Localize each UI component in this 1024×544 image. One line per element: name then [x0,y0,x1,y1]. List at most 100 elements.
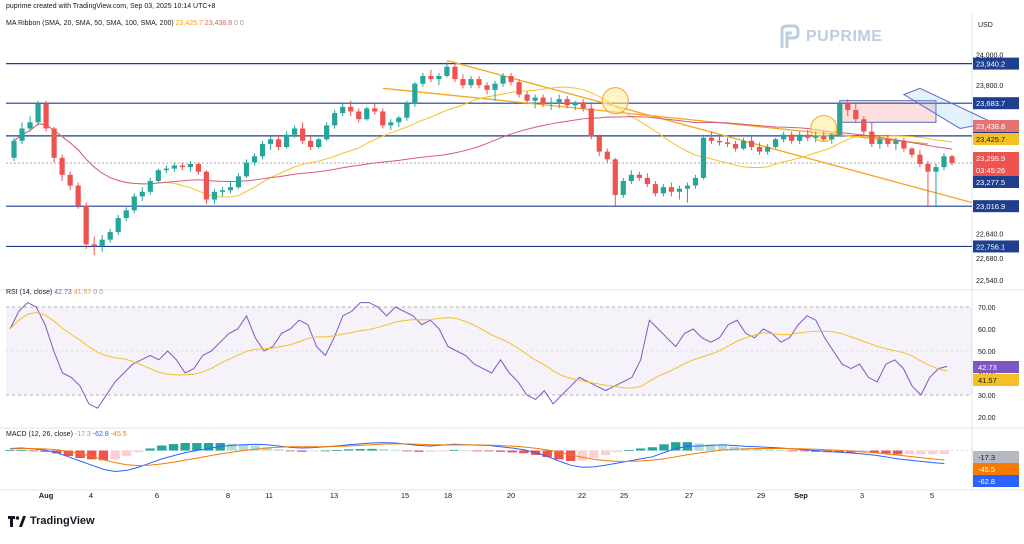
candle [51,128,57,158]
macd-histogram-bar [916,450,926,455]
macd-histogram-bar [402,450,412,452]
candle [588,108,594,137]
level-label-box [973,57,1019,70]
macd-histogram-bar [87,450,97,460]
macd-histogram-bar [787,450,798,452]
price-label-box [973,176,1019,188]
candle [660,187,666,194]
time-axis-tick: 29 [757,491,765,500]
macd-histogram-bar [729,446,739,451]
macd-value-label: -17.3 [978,453,995,462]
level-label: 23,016.9 [976,202,1005,211]
ma-ribbon-legend[interactable]: MA Ribbon (SMA, 20, SMA, 50, SMA, 100, S… [6,20,244,27]
highlight-circle [601,87,629,115]
price-axis-tick: 22,840.0 [976,231,1003,238]
falling-channel [902,87,994,130]
candle [316,139,322,148]
macd-histogram-bar [717,445,728,451]
candle [917,154,923,164]
macd-histogram-bar [355,449,366,451]
macd-histogram-bar [308,450,319,452]
macd-histogram-bar [75,450,85,459]
rsi-legend[interactable]: RSI (14, close) 42.73 41.57 0 0 [6,289,103,296]
level-label: 23,683.7 [976,99,1005,108]
candle [933,167,939,172]
ma-line-20 [13,86,953,198]
macd-histogram-bar [565,450,576,461]
puprime-logo-icon [780,24,800,48]
candle [925,164,931,172]
macd-histogram-bar [262,447,272,451]
currency-label: USD [978,22,993,29]
price-axis-tick: 24,000.0 [976,52,1003,59]
candle [524,94,530,101]
rsi-axis-tick: 30.00 [978,393,996,400]
rsi-value-2: 41.57 [73,289,92,296]
macd-histogram-bar [939,450,949,454]
rsi-ma-line [9,311,948,389]
candle [179,165,185,168]
macd-histogram-bar [624,450,634,451]
price-label: 23,277.5 [976,178,1005,187]
candle [885,139,891,144]
candle [829,134,835,140]
price-label: 23,295.9 [976,154,1005,163]
price-label-box [973,152,1019,164]
candle [556,99,562,103]
candle [259,143,266,157]
time-axis-tick: 11 [265,491,273,500]
macd-histogram-bar [98,450,109,461]
macd-value-signal: -45.5 [110,431,127,438]
candle [356,111,362,120]
candle [211,191,218,200]
macd-histogram-bar [846,450,856,453]
rsi-value-1: 42.73 [54,289,72,296]
time-axis-tick: 20 [507,491,515,500]
candle [532,97,538,101]
macd-histogram-bar [297,450,307,452]
candle [91,244,97,246]
rsi-value-4: 0 [99,289,103,296]
macd-histogram-bar [250,445,260,451]
candle [636,174,642,178]
candle [949,156,955,164]
candle [324,125,330,140]
macd-histogram-bar [332,450,342,451]
candle [861,119,867,132]
candle [139,191,145,197]
tradingview-brand[interactable]: TradingView [8,515,95,527]
candle [364,108,370,120]
candle [163,168,169,171]
candle [275,139,282,148]
macd-histogram-bar [157,445,167,451]
macd-histogram-bar [659,444,669,451]
candle [853,109,859,120]
candle [805,134,811,138]
macd-histogram-bar [834,450,844,453]
candle [492,83,498,90]
macd-histogram-bar [600,450,611,456]
candle [412,83,418,104]
candle [300,128,306,141]
macd-histogram-bar [927,450,938,455]
candle [340,106,346,114]
macd-histogram-bar [635,448,646,451]
candle [83,205,89,245]
candle [267,139,274,144]
candle [19,128,25,141]
macd-value-line: -62.8 [92,431,109,438]
trendline [446,59,973,204]
macd-histogram-bar [192,443,202,451]
macd-histogram-bar [145,448,155,451]
candle [476,79,482,86]
macd-legend[interactable]: MACD (12, 26, close) -17.3 -62.8 -45.5 [6,431,127,438]
candle [171,165,177,169]
ma-line-50 [13,116,953,185]
macd-histogram-bar [811,450,821,452]
time-axis-tick: 3 [860,491,864,500]
candle [813,136,819,138]
macd-histogram-bar [869,450,879,454]
candle [131,196,137,211]
candle [684,185,691,189]
price-axis-tick: 22,540.0 [976,278,1003,285]
